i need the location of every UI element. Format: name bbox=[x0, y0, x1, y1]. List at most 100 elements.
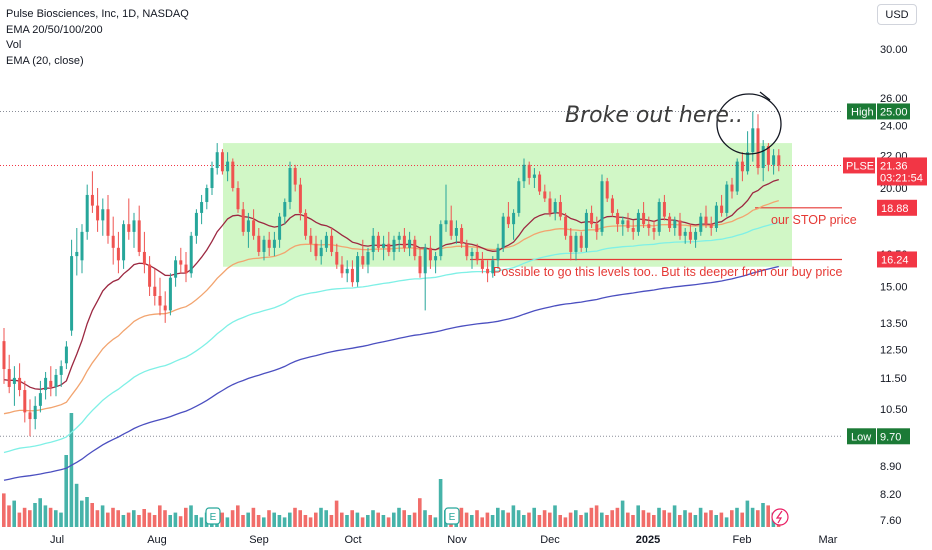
volume-bar bbox=[688, 512, 692, 527]
volume-bar bbox=[184, 507, 188, 527]
volume-bar bbox=[438, 479, 443, 527]
volume-bar bbox=[43, 505, 48, 527]
candle-body bbox=[236, 188, 240, 210]
candle-body bbox=[382, 243, 386, 248]
volume-bar bbox=[241, 515, 245, 527]
candle-body bbox=[636, 212, 640, 232]
candle-body bbox=[142, 251, 146, 265]
event-marker[interactable] bbox=[771, 508, 789, 526]
volume-bar bbox=[626, 512, 630, 527]
candle-body bbox=[730, 184, 734, 192]
volume-bar bbox=[7, 505, 11, 527]
svg-text:03:21:54: 03:21:54 bbox=[880, 172, 923, 184]
volume-bar bbox=[724, 517, 729, 527]
candle-body bbox=[600, 181, 604, 232]
candle-body bbox=[366, 251, 370, 265]
volume-bar bbox=[537, 515, 542, 527]
svg-text:PLSE: PLSE bbox=[846, 160, 874, 172]
y-tick-label: 8.20 bbox=[880, 489, 901, 501]
candle-body bbox=[439, 224, 443, 257]
candle-body bbox=[501, 216, 505, 248]
candle-body bbox=[777, 155, 781, 166]
volume-bar bbox=[470, 515, 474, 527]
volume-bar bbox=[511, 505, 516, 527]
volume-bar bbox=[761, 503, 765, 527]
x-tick-label: 2025 bbox=[636, 534, 660, 546]
volume-bar bbox=[106, 512, 110, 527]
candle-body bbox=[605, 181, 609, 199]
volume-bar bbox=[246, 512, 250, 527]
svg-text:25.00: 25.00 bbox=[880, 106, 908, 118]
volume-bars bbox=[2, 413, 781, 527]
volume-bar bbox=[230, 510, 235, 527]
volume-bar bbox=[95, 510, 100, 527]
candle-body bbox=[70, 256, 74, 331]
volume-bar bbox=[542, 510, 547, 527]
volume-bar bbox=[303, 515, 308, 527]
candle-body bbox=[735, 161, 739, 192]
consolidation-range-box bbox=[223, 143, 792, 267]
candle-body bbox=[272, 239, 276, 248]
candle-body bbox=[189, 235, 193, 274]
candle-body bbox=[522, 164, 526, 182]
y-tick-label: 11.50 bbox=[880, 373, 907, 385]
volume-bar bbox=[251, 507, 256, 527]
volume-bar bbox=[475, 510, 479, 527]
volume-bar bbox=[80, 500, 84, 527]
candle-body bbox=[704, 216, 708, 225]
candle-body bbox=[330, 235, 334, 252]
volume-bar bbox=[459, 507, 464, 527]
candle-body bbox=[210, 168, 214, 189]
volume-bar bbox=[350, 510, 354, 527]
volume-bar bbox=[137, 515, 141, 527]
candle-body bbox=[418, 256, 422, 274]
volume-bar bbox=[709, 510, 713, 527]
x-tick-label: Aug bbox=[147, 534, 167, 546]
candle-body bbox=[434, 256, 438, 261]
candle-body bbox=[772, 155, 776, 165]
breakout-circle-tail bbox=[759, 91, 771, 101]
volume-bar bbox=[433, 517, 438, 527]
y-tick-label: 15.00 bbox=[880, 282, 908, 294]
volume-bar bbox=[355, 512, 360, 527]
volume-bar bbox=[199, 517, 204, 527]
volume-bar bbox=[579, 515, 583, 527]
volume-bar bbox=[386, 517, 391, 527]
earnings-marker[interactable]: E bbox=[444, 507, 460, 525]
candle-body bbox=[179, 260, 183, 265]
volume-bar bbox=[178, 516, 183, 527]
volume-bar bbox=[158, 505, 162, 527]
volume-bar bbox=[90, 503, 94, 527]
candle-body bbox=[262, 239, 266, 252]
volume-bar bbox=[262, 517, 266, 527]
candle-body bbox=[517, 181, 521, 213]
volume-bar bbox=[376, 512, 380, 527]
volume-bar bbox=[54, 510, 58, 527]
volume-bar bbox=[371, 510, 375, 527]
candle-body bbox=[746, 152, 750, 172]
price-label-high: High 25.00 bbox=[847, 103, 910, 120]
candle-body bbox=[652, 228, 656, 232]
volume-bar bbox=[522, 515, 526, 527]
currency-button[interactable]: USD bbox=[877, 4, 917, 25]
candle-body bbox=[75, 251, 79, 257]
candle-body bbox=[631, 228, 635, 232]
volume-bar bbox=[464, 512, 469, 527]
svg-text:16.24: 16.24 bbox=[881, 254, 909, 266]
ema200-line bbox=[3, 265, 779, 481]
candle-body bbox=[184, 264, 188, 274]
candle-body bbox=[18, 377, 22, 391]
candle-body bbox=[548, 198, 552, 213]
y-tick-label: 12.50 bbox=[880, 344, 908, 356]
volume-bar bbox=[22, 507, 27, 527]
candle-body bbox=[174, 260, 178, 278]
volume-bar bbox=[64, 455, 68, 527]
x-tick-label: Sep bbox=[249, 534, 269, 546]
candle-body bbox=[267, 239, 271, 248]
stop-annotation: our STOP price bbox=[771, 213, 857, 227]
volume-bar bbox=[600, 512, 604, 527]
candle-body bbox=[543, 191, 547, 199]
volume-bar bbox=[334, 500, 339, 527]
earnings-marker[interactable]: E bbox=[205, 507, 221, 525]
